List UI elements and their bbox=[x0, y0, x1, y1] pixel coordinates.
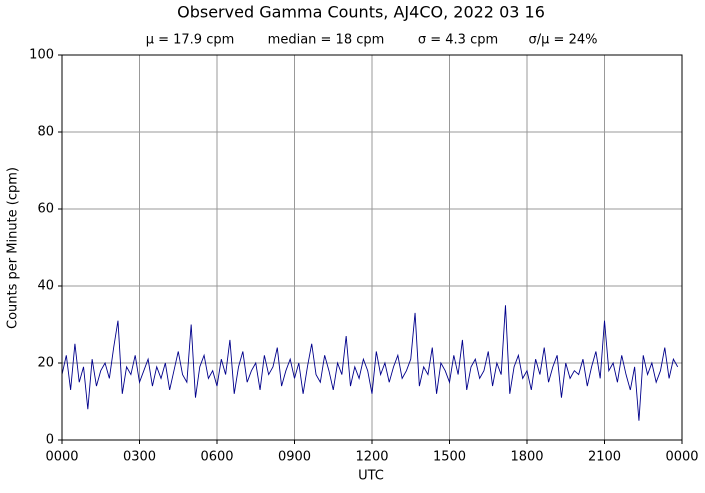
x-tick-label: 1200 bbox=[355, 450, 388, 465]
x-tick-label: 1800 bbox=[510, 450, 543, 465]
y-tick-label: 40 bbox=[37, 279, 54, 294]
y-tick-label: 100 bbox=[29, 48, 54, 63]
annotation: μ = 17.9 cpm bbox=[146, 33, 235, 48]
x-tick-label: 2100 bbox=[588, 450, 621, 465]
x-axis-label: UTC bbox=[358, 469, 384, 484]
x-tick-label: 1500 bbox=[433, 450, 466, 465]
plot-frame bbox=[61, 54, 683, 441]
x-tick-label: 0000 bbox=[665, 450, 698, 465]
chart-title: Observed Gamma Counts, AJ4CO, 2022 03 16 bbox=[177, 3, 545, 22]
annotation: σ/μ = 24% bbox=[529, 33, 598, 48]
x-tick-label: 0900 bbox=[278, 450, 311, 465]
annotation: σ = 4.3 cpm bbox=[418, 33, 498, 48]
y-axis-label: Counts per Minute (cpm) bbox=[6, 167, 21, 329]
y-tick-label: 60 bbox=[37, 202, 54, 217]
y-tick-label: 0 bbox=[46, 433, 54, 448]
y-tick-label: 20 bbox=[37, 356, 54, 371]
x-tick-label: 0000 bbox=[45, 450, 78, 465]
annotation: median = 18 cpm bbox=[268, 33, 385, 48]
y-tick-label: 80 bbox=[37, 125, 54, 140]
data-line bbox=[61, 305, 679, 421]
x-tick-label: 0300 bbox=[123, 450, 156, 465]
x-tick-label: 0600 bbox=[200, 450, 233, 465]
